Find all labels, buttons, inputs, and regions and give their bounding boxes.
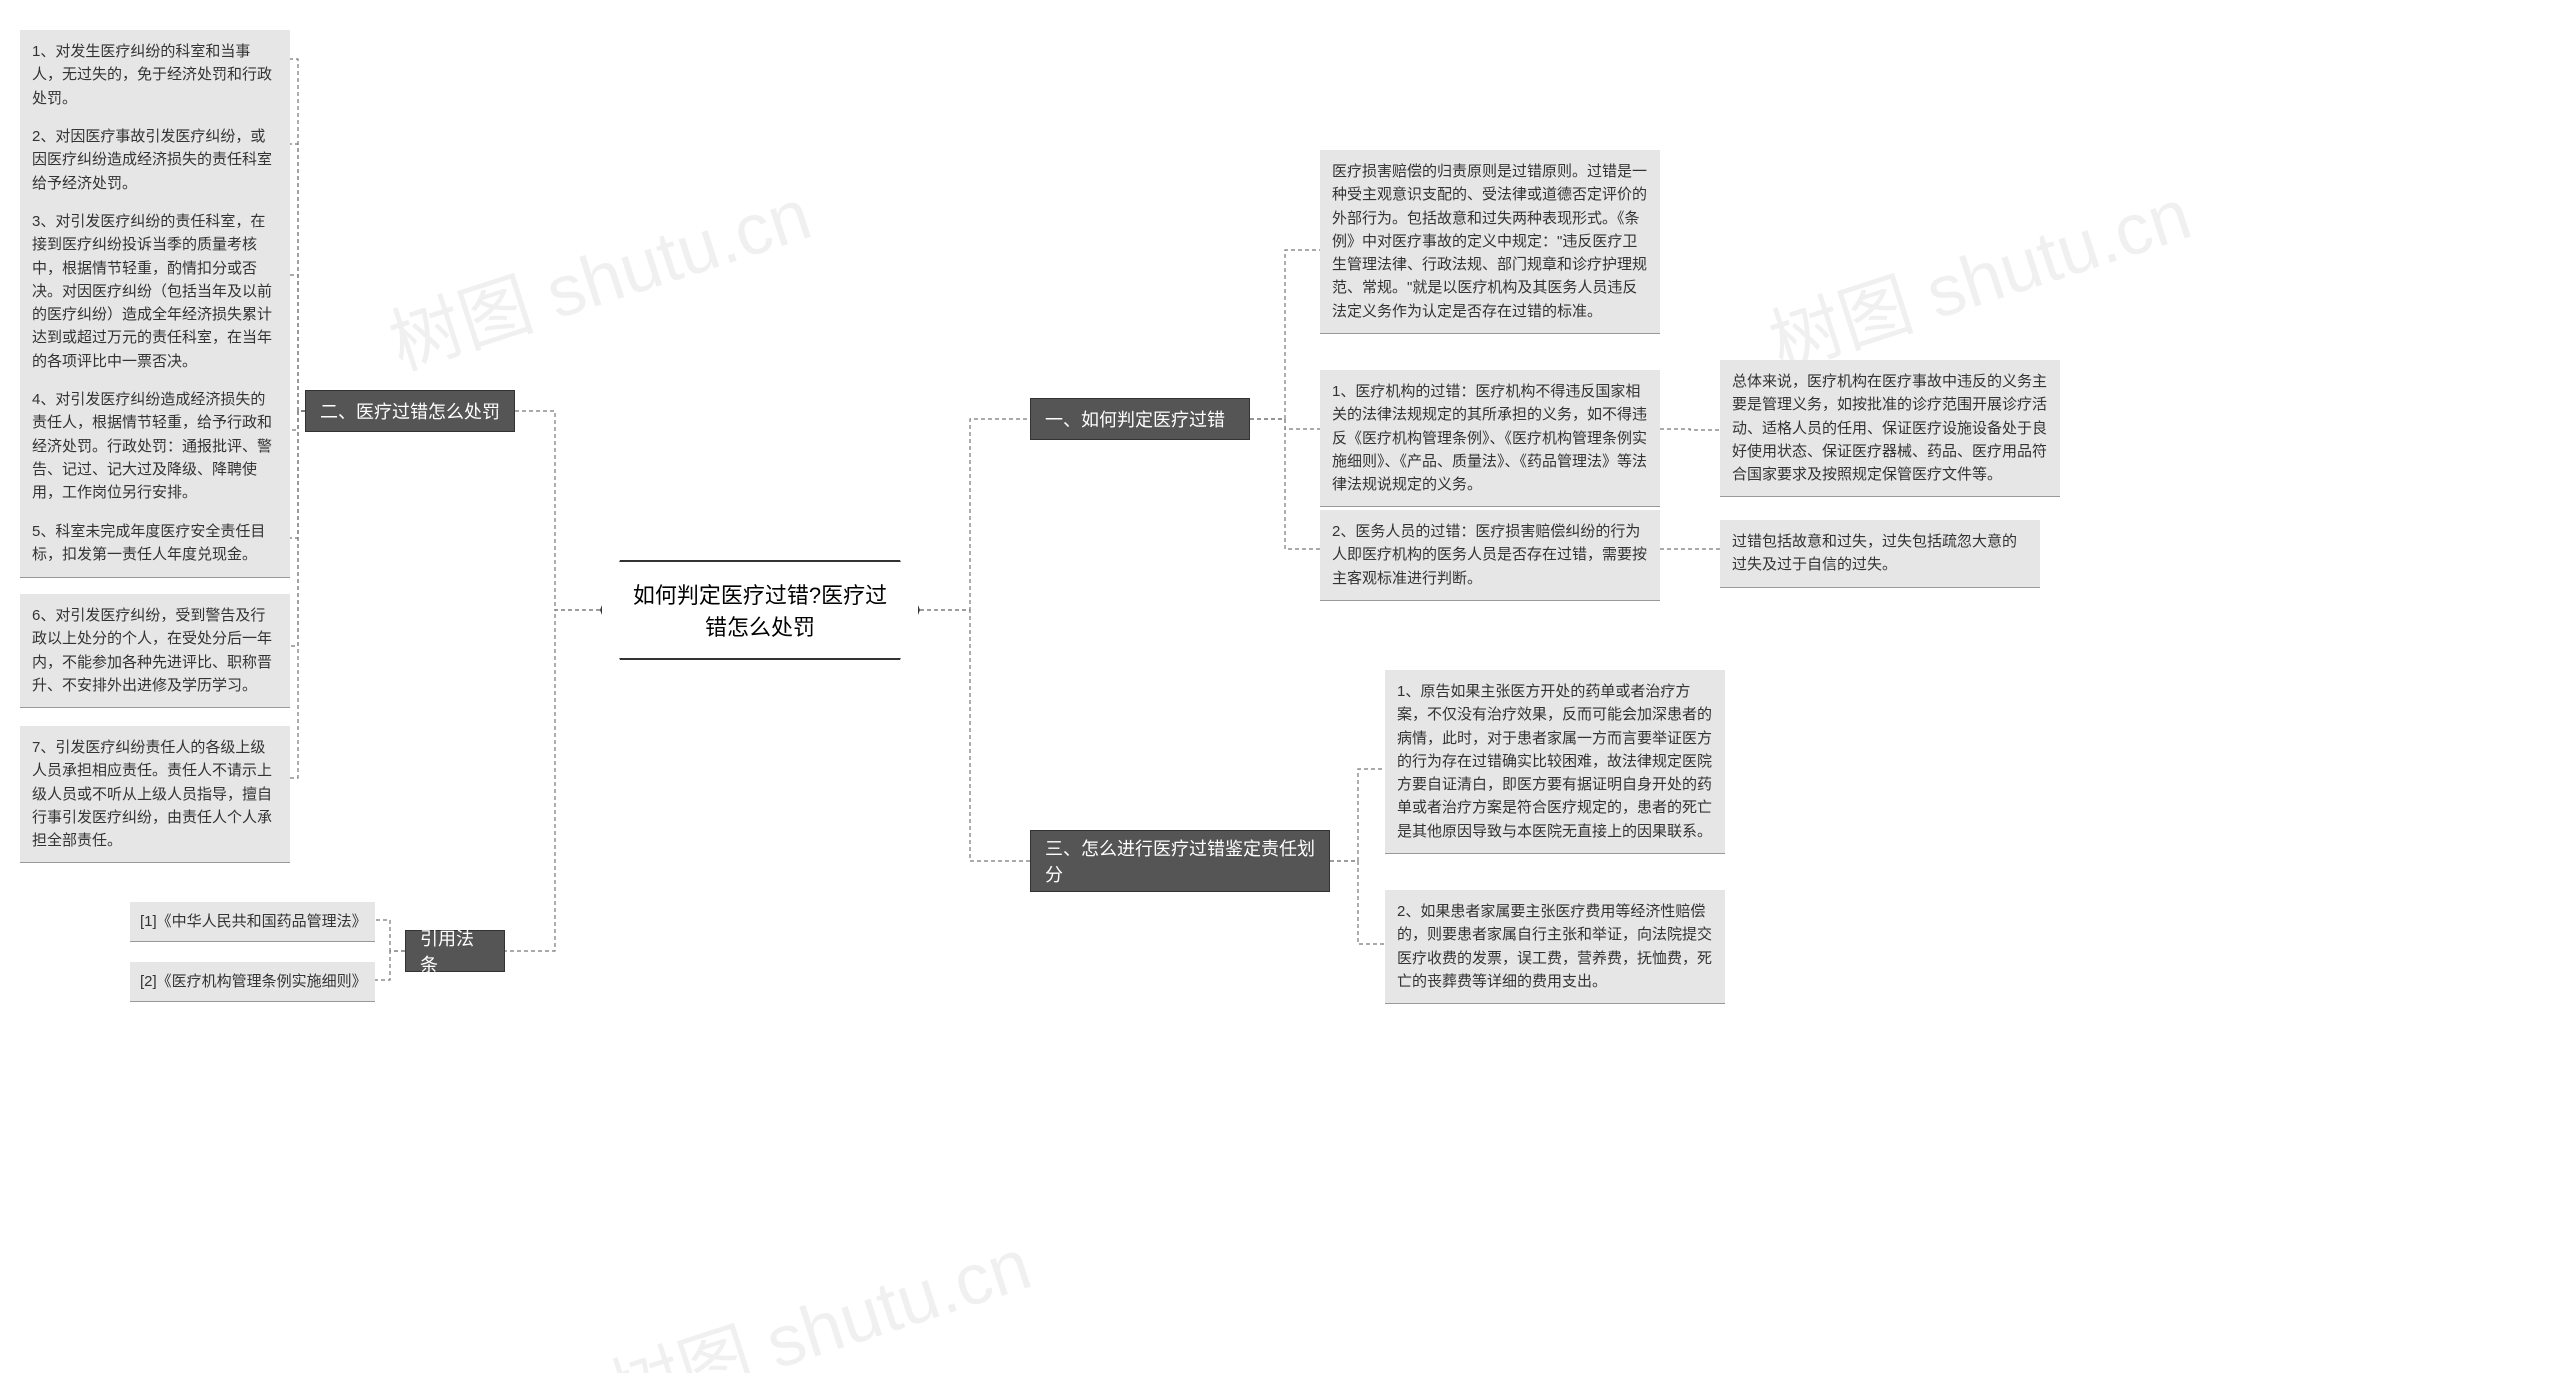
leaf-node: [1]《中华人民共和国药品管理法》 xyxy=(130,902,375,942)
branch-node[interactable]: 二、医疗过错怎么处罚 xyxy=(305,390,515,432)
leaf-node: 1、对发生医疗纠纷的科室和当事人，无过失的，免于经济处罚和行政处罚。 xyxy=(20,30,290,121)
leaf-node: 医疗损害赔偿的归责原则是过错原则。过错是一种受主观意识支配的、受法律或道德否定评… xyxy=(1320,150,1660,334)
leaf-node: 5、科室未完成年度医疗安全责任目标，扣发第一责任人年度兑现金。 xyxy=(20,510,290,578)
leaf-node: 总体来说，医疗机构在医疗事故中违反的义务主要是管理义务，如按批准的诊疗范围开展诊… xyxy=(1720,360,2060,497)
leaf-node: 6、对引发医疗纠纷，受到警告及行政以上处分的个人，在受处分后一年内，不能参加各种… xyxy=(20,594,290,708)
branch-node[interactable]: 引用法条 xyxy=(405,930,505,972)
leaf-node: 1、医疗机构的过错：医疗机构不得违反国家相关的法律法规规定的其所承担的义务，如不… xyxy=(1320,370,1660,507)
branch-node[interactable]: 三、怎么进行医疗过错鉴定责任划分 xyxy=(1030,830,1330,892)
leaf-node: 2、对因医疗事故引发医疗纠纷，或因医疗纠纷造成经济损失的责任科室给予经济处罚。 xyxy=(20,115,290,206)
branch-node[interactable]: 一、如何判定医疗过错 xyxy=(1030,398,1250,440)
root-node[interactable]: 如何判定医疗过错?医疗过错怎么处罚 xyxy=(600,560,920,660)
leaf-node: 2、如果患者家属要主张医疗费用等经济性赔偿的，则要患者家属自行主张和举证，向法院… xyxy=(1385,890,1725,1004)
leaf-node: 2、医务人员的过错：医疗损害赔偿纠纷的行为人即医疗机构的医务人员是否存在过错，需… xyxy=(1320,510,1660,601)
watermark: 树图 shutu.cn xyxy=(374,155,821,390)
watermark: 树图 shutu.cn xyxy=(1754,155,2201,390)
connector-layer xyxy=(0,0,2560,1373)
watermark: 树图 shutu.cn xyxy=(594,1205,1041,1373)
leaf-node: 3、对引发医疗纠纷的责任科室，在接到医疗纠纷投诉当季的质量考核中，根据情节轻重，… xyxy=(20,200,290,384)
leaf-node: 7、引发医疗纠纷责任人的各级上级人员承担相应责任。责任人不请示上级人员或不听从上… xyxy=(20,726,290,863)
leaf-node: 1、原告如果主张医方开处的药单或者治疗方案，不仅没有治疗效果，反而可能会加深患者… xyxy=(1385,670,1725,854)
leaf-node: 过错包括故意和过失，过失包括疏忽大意的过失及过于自信的过失。 xyxy=(1720,520,2040,588)
leaf-node: 4、对引发医疗纠纷造成经济损失的责任人，根据情节轻重，给予行政和经济处罚。行政处… xyxy=(20,378,290,515)
leaf-node: [2]《医疗机构管理条例实施细则》 xyxy=(130,962,375,1002)
